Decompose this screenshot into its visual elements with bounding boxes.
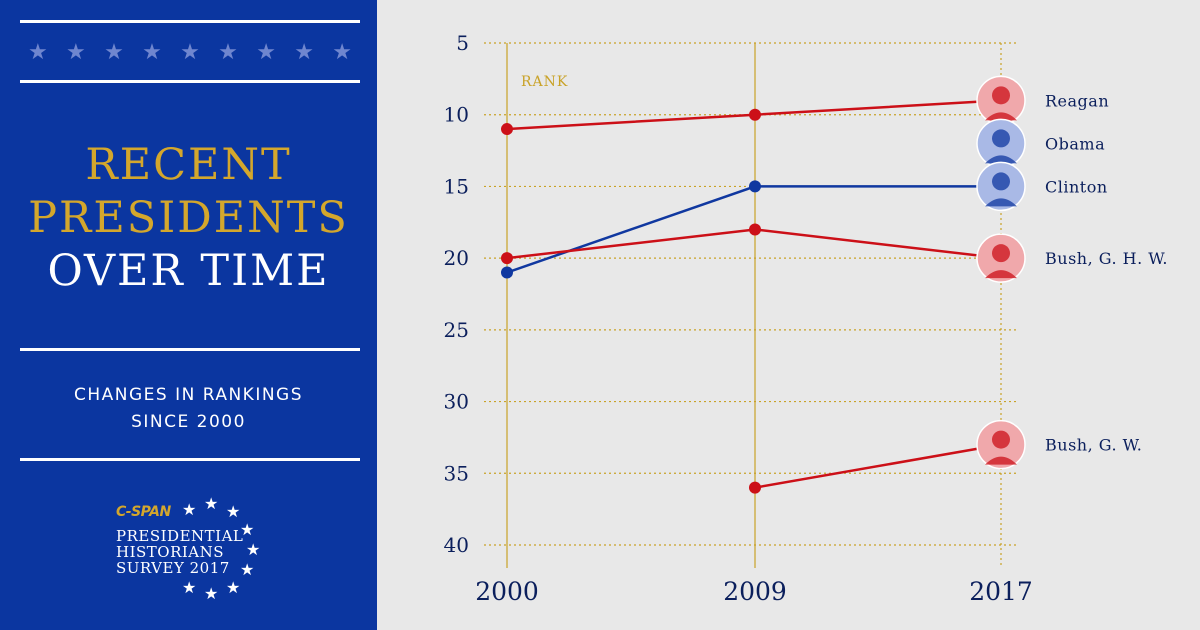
y-tick-label: 40 <box>444 533 469 557</box>
data-point <box>749 481 761 494</box>
y-tick-label: 15 <box>444 174 469 198</box>
logo-star-icon: ★ <box>240 520 255 539</box>
data-point <box>749 180 761 193</box>
logo-brand: C-SPAN <box>116 504 171 520</box>
data-point <box>749 108 761 121</box>
y-tick-label: 25 <box>444 318 469 342</box>
portrait-head-icon <box>992 129 1010 148</box>
portrait-shoulders-icon <box>985 198 1017 207</box>
logo-star-icon: ★ <box>204 584 219 603</box>
left-panel: ★ ★ ★ ★ ★ ★ ★ ★ ★ RECENT PRESIDENTS OVER… <box>0 0 377 630</box>
cspan-survey-logo: C-SPAN PRESIDENTIAL HISTORIANS SURVEY 20… <box>108 492 278 607</box>
star-icon: ★ <box>256 40 276 65</box>
logo-star-icon: ★ <box>240 560 255 579</box>
title-line-2: PRESIDENTS <box>28 193 349 243</box>
stars-row: ★ ★ ★ ★ ★ ★ ★ ★ ★ <box>20 38 360 68</box>
star-icon: ★ <box>66 40 86 65</box>
subtitle-line-1: CHANGES IN RANKINGS <box>73 385 304 405</box>
star-icon: ★ <box>218 40 238 65</box>
portrait-shoulders-icon <box>985 456 1017 465</box>
star-icon: ★ <box>142 40 162 65</box>
portrait-head-icon <box>992 172 1010 191</box>
logo-star-icon: ★ <box>226 502 241 521</box>
logo-line-1: PRESIDENTIAL <box>116 527 244 545</box>
series-line <box>754 443 1002 489</box>
portrait-head-icon <box>992 244 1010 263</box>
star-icon: ★ <box>294 40 314 65</box>
subtitle-line-2: SINCE 2000 <box>131 412 246 432</box>
y-tick-label: 5 <box>456 31 469 55</box>
top-rule <box>20 20 360 23</box>
logo-star-icon: ★ <box>246 540 261 559</box>
star-icon: ★ <box>332 40 352 65</box>
y-tick-label: 20 <box>444 246 469 270</box>
y-tick-label: 10 <box>444 103 469 127</box>
portrait-shoulders-icon <box>985 270 1017 279</box>
x-tick-label: 2000 <box>475 577 539 606</box>
subtitle: CHANGES IN RANKINGS SINCE 2000 <box>0 382 377 436</box>
logo-star-icon: ★ <box>204 494 219 513</box>
logo-line-3: SURVEY 2017 <box>116 559 230 577</box>
president-label: Reagan <box>1045 91 1109 110</box>
portrait-shoulders-icon <box>985 112 1017 121</box>
logo-line-2: HISTORIANS <box>116 543 225 561</box>
y-tick-label: 35 <box>444 461 469 485</box>
data-point <box>501 123 513 136</box>
president-label: Clinton <box>1045 177 1108 196</box>
subtitle-bottom-rule <box>20 458 360 461</box>
x-tick-label: 2017 <box>969 577 1033 606</box>
stars-bottom-rule <box>20 80 360 83</box>
y-tick-label: 30 <box>444 390 469 414</box>
data-point <box>501 266 513 279</box>
title-line-3: OVER TIME <box>47 246 330 296</box>
president-label: Bush, G. W. <box>1045 436 1142 455</box>
star-icon: ★ <box>180 40 200 65</box>
data-point <box>501 252 513 265</box>
logo-star-icon: ★ <box>226 578 241 597</box>
title-bottom-rule <box>20 348 360 351</box>
logo-star-icon: ★ <box>182 500 197 519</box>
president-label: Obama <box>1045 134 1105 153</box>
star-icon: ★ <box>28 40 48 65</box>
star-icon: ★ <box>104 40 124 65</box>
portrait-head-icon <box>992 86 1010 105</box>
y-axis-label: RANK <box>521 74 568 90</box>
data-point <box>749 223 761 236</box>
logo-star-icon: ★ <box>182 578 197 597</box>
title-line-1: RECENT <box>85 140 292 190</box>
president-label: Bush, G. H. W. <box>1045 249 1168 268</box>
x-tick-label: 2009 <box>723 577 787 606</box>
portrait-head-icon <box>992 430 1010 449</box>
portrait-shoulders-icon <box>985 155 1017 164</box>
